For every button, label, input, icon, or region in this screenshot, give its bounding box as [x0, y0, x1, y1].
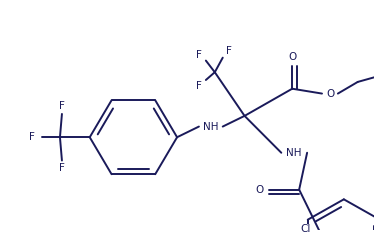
Text: NH: NH: [286, 148, 302, 158]
Text: F: F: [59, 163, 65, 173]
Text: O: O: [327, 88, 335, 99]
Text: F: F: [59, 101, 65, 111]
Text: F: F: [226, 46, 232, 56]
Text: O: O: [255, 185, 264, 195]
Text: NH: NH: [203, 122, 219, 131]
Text: F: F: [196, 50, 202, 60]
Text: F: F: [29, 132, 35, 142]
Text: O: O: [288, 52, 296, 62]
Text: F: F: [196, 81, 202, 91]
Text: Cl: Cl: [300, 224, 311, 234]
